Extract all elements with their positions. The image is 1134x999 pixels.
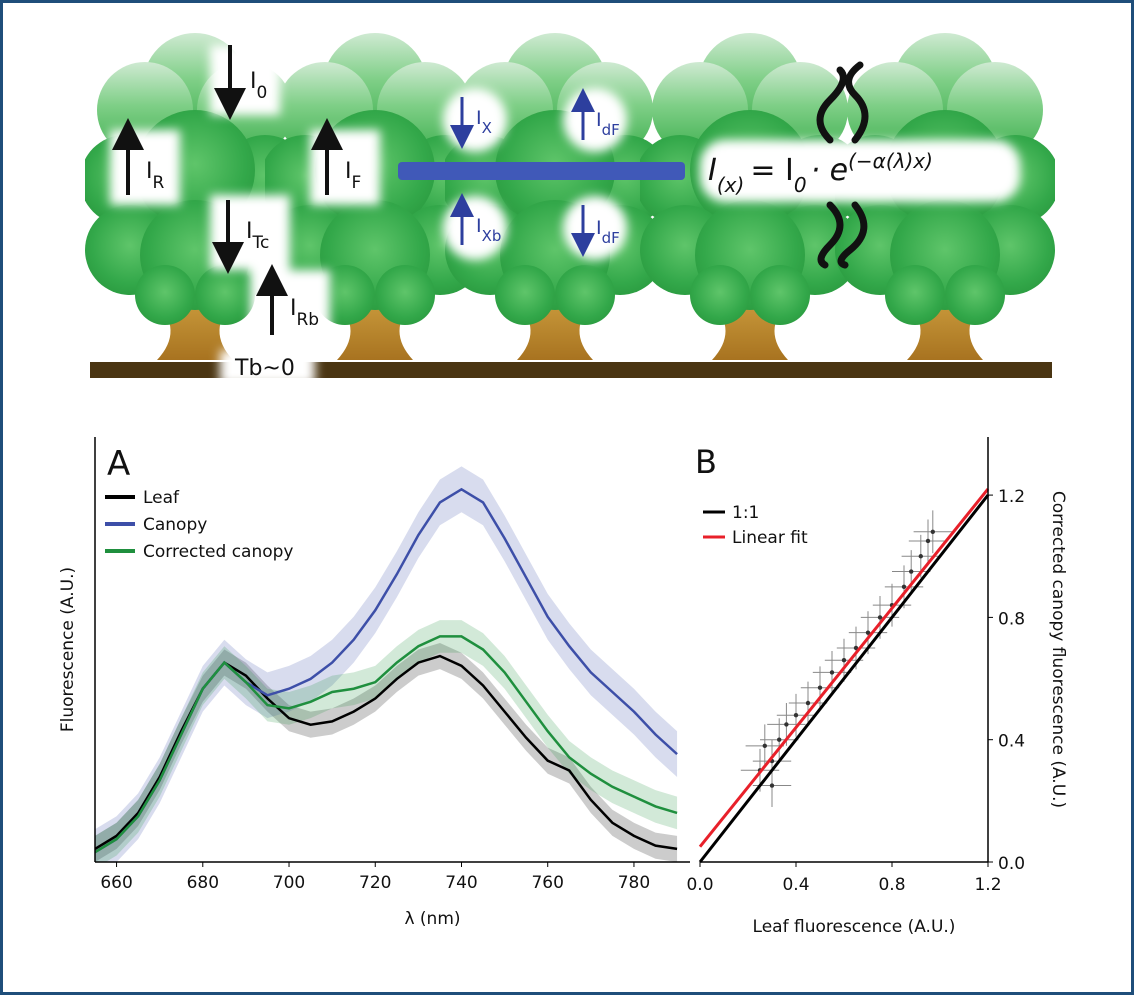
point: [909, 569, 913, 573]
point: [902, 585, 906, 589]
x-tick-label: 720: [359, 873, 391, 893]
leaf-path-bar: [398, 162, 685, 180]
y-tick-label: 0.8: [998, 609, 1025, 629]
panel-label: B: [695, 443, 717, 481]
point: [806, 701, 810, 705]
y-axis-label: Corrected canopy fluorescence (A.U.): [1048, 491, 1068, 808]
x-tick-label: 0.8: [878, 875, 905, 895]
figure: I0 IR ITc IRb IF IX IdF IXb IdF Tb~0 I(x…: [0, 0, 1134, 995]
point: [926, 539, 930, 543]
point: [842, 658, 846, 662]
point: [770, 783, 774, 787]
x-axis-label: Leaf fluorescence (A.U.): [753, 917, 956, 937]
x-tick-label: 700: [273, 873, 305, 893]
point: [818, 686, 822, 690]
point: [830, 670, 834, 674]
point: [777, 737, 781, 741]
panel-label: A: [107, 444, 130, 484]
point: [919, 554, 923, 558]
x-tick-label: 0.0: [686, 875, 713, 895]
x-tick-label: 0.4: [782, 875, 809, 895]
x-tick-label: 1.2: [974, 875, 1001, 895]
legend-label: Leaf: [143, 488, 180, 508]
x-tick-label: 680: [187, 873, 219, 893]
y-axis-label: Fluorescence (A.U.): [58, 567, 78, 732]
legend-label: Linear fit: [732, 528, 808, 548]
point: [784, 722, 788, 726]
x-tick-label: 660: [100, 873, 132, 893]
y-tick-label: 1.2: [998, 487, 1025, 507]
y-tick-label: 0.4: [998, 732, 1025, 752]
x-tick-label: 780: [618, 873, 650, 893]
legend-label: Corrected canopy: [143, 542, 294, 562]
legend-label: 1:1: [732, 503, 759, 523]
point: [794, 713, 798, 717]
point: [931, 530, 935, 534]
x-tick-label: 760: [531, 873, 563, 893]
y-tick-label: 0.0: [998, 854, 1025, 874]
x-axis-label: λ (nm): [404, 909, 460, 929]
point: [763, 744, 767, 748]
legend-label: Canopy: [143, 515, 207, 535]
ground-label: Tb~0: [234, 356, 295, 381]
x-tick-label: 740: [445, 873, 477, 893]
